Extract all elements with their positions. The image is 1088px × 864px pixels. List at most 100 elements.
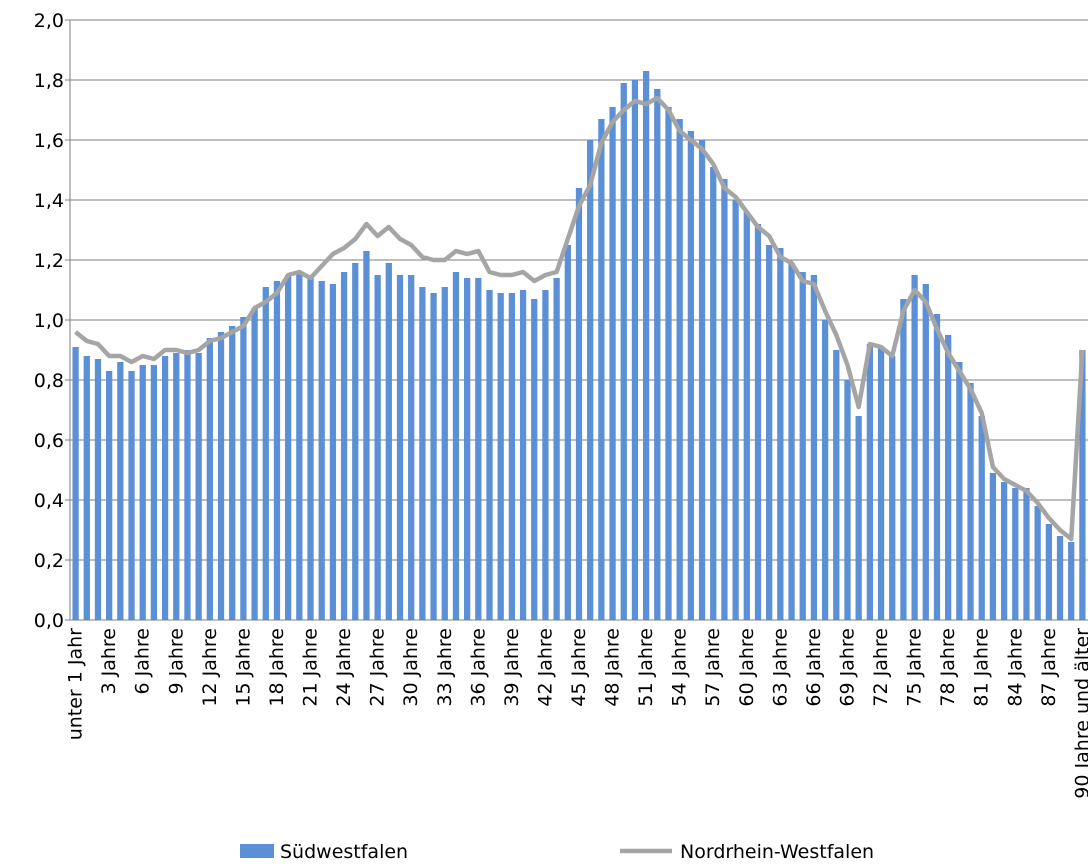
y-tick-label: 1,4: [34, 190, 64, 212]
y-tick-label: 0,4: [34, 490, 64, 512]
x-tick-label: 15 Jahre: [232, 628, 254, 707]
bar: [340, 272, 348, 620]
bar: [1023, 488, 1030, 620]
bar: [710, 167, 717, 620]
x-tick-label: 30 Jahre: [400, 628, 422, 707]
x-tick-label: 45 Jahre: [568, 628, 590, 707]
bar: [911, 275, 918, 620]
bar: [318, 281, 325, 620]
bar: [564, 245, 571, 620]
bar: [117, 362, 124, 620]
bar: [833, 350, 840, 620]
bar: [844, 380, 851, 620]
bar: [262, 287, 269, 620]
bar: [821, 320, 829, 620]
y-tick-label: 0,6: [34, 430, 64, 452]
bar: [766, 245, 773, 620]
y-tick-label: 0,0: [34, 610, 64, 632]
x-tick-label: 24 Jahre: [333, 628, 355, 707]
y-tick-label: 1,0: [34, 310, 64, 332]
bar: [1079, 350, 1086, 620]
x-tick-label: 12 Jahre: [199, 628, 221, 707]
bar: [743, 212, 750, 620]
x-tick-label: 87 Jahre: [1038, 628, 1060, 707]
bar: [352, 263, 359, 620]
bar: [128, 371, 135, 620]
bar: [676, 119, 683, 620]
bar: [799, 272, 806, 620]
bar: [475, 278, 482, 620]
legend-label: Nordrhein-Westfalen: [680, 841, 874, 863]
x-tick-label: 66 Jahre: [803, 628, 825, 707]
bar: [642, 71, 650, 620]
x-tick-label: 84 Jahre: [1004, 628, 1026, 707]
bar: [441, 287, 448, 620]
bar: [553, 278, 560, 620]
bar: [94, 359, 102, 620]
x-tick-label: 69 Jahre: [836, 628, 858, 707]
bar: [1012, 488, 1019, 620]
x-tick-label: 72 Jahre: [870, 628, 892, 707]
bar: [665, 107, 672, 620]
bar: [542, 290, 549, 620]
bar: [408, 275, 415, 620]
bar: [139, 365, 146, 620]
legend-label: Südwestfalen: [280, 841, 408, 863]
bar: [978, 416, 985, 620]
bar: [519, 290, 527, 620]
y-tick-label: 1,2: [34, 250, 64, 272]
bar: [1056, 536, 1064, 620]
bar: [161, 356, 169, 620]
bar: [967, 383, 974, 620]
x-tick-label: 51 Jahre: [635, 628, 657, 707]
line: [74, 95, 1085, 542]
x-tick-label: 3 Jahre: [98, 628, 120, 695]
bar: [810, 275, 818, 620]
bar: [374, 275, 381, 620]
bar: [396, 275, 404, 620]
bar: [452, 272, 460, 620]
x-tick-label: 39 Jahre: [501, 628, 523, 707]
bar: [463, 278, 471, 620]
bar: [1068, 542, 1075, 620]
bar: [296, 272, 303, 620]
bar: [307, 275, 314, 620]
bar: [240, 317, 247, 620]
x-tick-label: 6 Jahre: [132, 628, 154, 695]
bar: [285, 275, 292, 620]
bar: [598, 119, 605, 620]
bar: [877, 347, 885, 620]
bar: [754, 224, 762, 620]
x-tick-label: 75 Jahre: [904, 628, 926, 707]
bar: [1045, 524, 1052, 620]
bar: [956, 362, 963, 620]
x-tick-label: 78 Jahre: [937, 628, 959, 707]
bar: [83, 356, 90, 620]
bar: [900, 299, 907, 620]
bar: [72, 347, 79, 620]
bar: [363, 251, 370, 620]
bar: [721, 179, 728, 620]
x-tick-label: 27 Jahre: [367, 628, 389, 707]
y-tick-label: 2,0: [34, 10, 64, 32]
bar: [508, 293, 516, 620]
x-tick-label: 54 Jahre: [669, 628, 691, 707]
bar: [531, 299, 538, 620]
bar: [620, 83, 627, 620]
bar: [922, 284, 929, 620]
bar: [866, 344, 873, 620]
bar: [229, 326, 236, 620]
x-tick-label: 33 Jahre: [434, 628, 456, 707]
x-tick-label: 63 Jahre: [769, 628, 791, 707]
bar: [251, 308, 258, 620]
bar: [587, 140, 594, 620]
bar: [698, 140, 706, 620]
bar: [486, 290, 493, 620]
bar: [889, 356, 896, 620]
x-tick-label: 9 Jahre: [165, 628, 187, 695]
x-tick-label: 60 Jahre: [736, 628, 758, 707]
bar: [933, 314, 941, 620]
y-tick-label: 1,6: [34, 130, 64, 152]
x-tick-label: 48 Jahre: [602, 628, 624, 707]
